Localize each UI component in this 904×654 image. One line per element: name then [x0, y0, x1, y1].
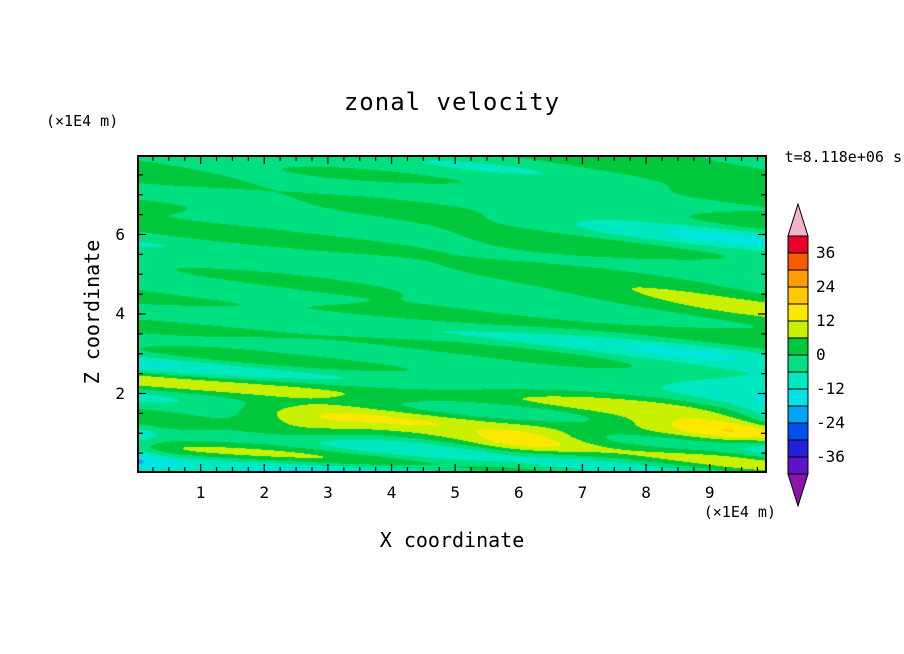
colorbar-cell: [787, 439, 809, 458]
chart-title: zonal velocity: [343, 88, 561, 116]
colorbar-cell: [787, 388, 809, 407]
colorbar-arrow-bottom: [787, 473, 809, 508]
x-tick-label: 6: [513, 483, 524, 502]
colorbar-cell: [787, 235, 809, 254]
x-tick-label: 1: [195, 483, 206, 502]
y-tick-label: 6: [115, 224, 125, 244]
y-axis-unit-label: (×1E4 m): [46, 112, 119, 130]
time-annotation: t=8.118e+06 s: [784, 148, 902, 166]
x-tick-label: 3: [323, 483, 333, 502]
colorbar-cell: [787, 252, 809, 271]
colorbar-tick-label: -12: [816, 379, 845, 398]
colorbar-cell: [787, 286, 809, 305]
colorbar-cell: [787, 303, 809, 322]
y-tick-label: 4: [115, 304, 125, 323]
colorbar: [787, 203, 809, 508]
plot-frame-and-ticks: [137, 155, 767, 473]
x-tick-label: 5: [450, 483, 460, 502]
colorbar-cell: [787, 405, 809, 424]
colorbar-cell: [787, 354, 809, 373]
x-tick-label: 7: [577, 483, 588, 502]
colorbar-tick-label: 12: [816, 311, 836, 330]
colorbar-arrow-top: [787, 203, 809, 237]
colorbar-cell: [787, 320, 809, 339]
y-tick-label: 2: [115, 383, 125, 403]
colorbar-tick-label: 24: [816, 277, 836, 296]
colorbar-cell: [787, 456, 809, 475]
colorbar-tick-label: 0: [816, 345, 826, 364]
x-axis-unit-label: (×1E4 m): [703, 503, 776, 521]
plot-border: [137, 155, 767, 473]
colorbar-tick-label: -24: [816, 413, 845, 432]
colorbar-tick-label: 36: [816, 243, 836, 262]
colorbar-tick-label: -36: [816, 447, 845, 466]
x-axis-title: X coordinate: [379, 528, 525, 552]
colorbar-cell: [787, 371, 809, 390]
colorbar-cell: [787, 337, 809, 356]
x-tick-label: 4: [386, 483, 397, 502]
x-tick-label: 2: [259, 483, 270, 502]
colorbar-cell: [787, 269, 809, 288]
x-tick-label: 8: [641, 483, 651, 502]
x-tick-label: 9: [704, 483, 715, 502]
colorbar-cell: [787, 422, 809, 441]
contour-field-plot: [137, 155, 767, 473]
